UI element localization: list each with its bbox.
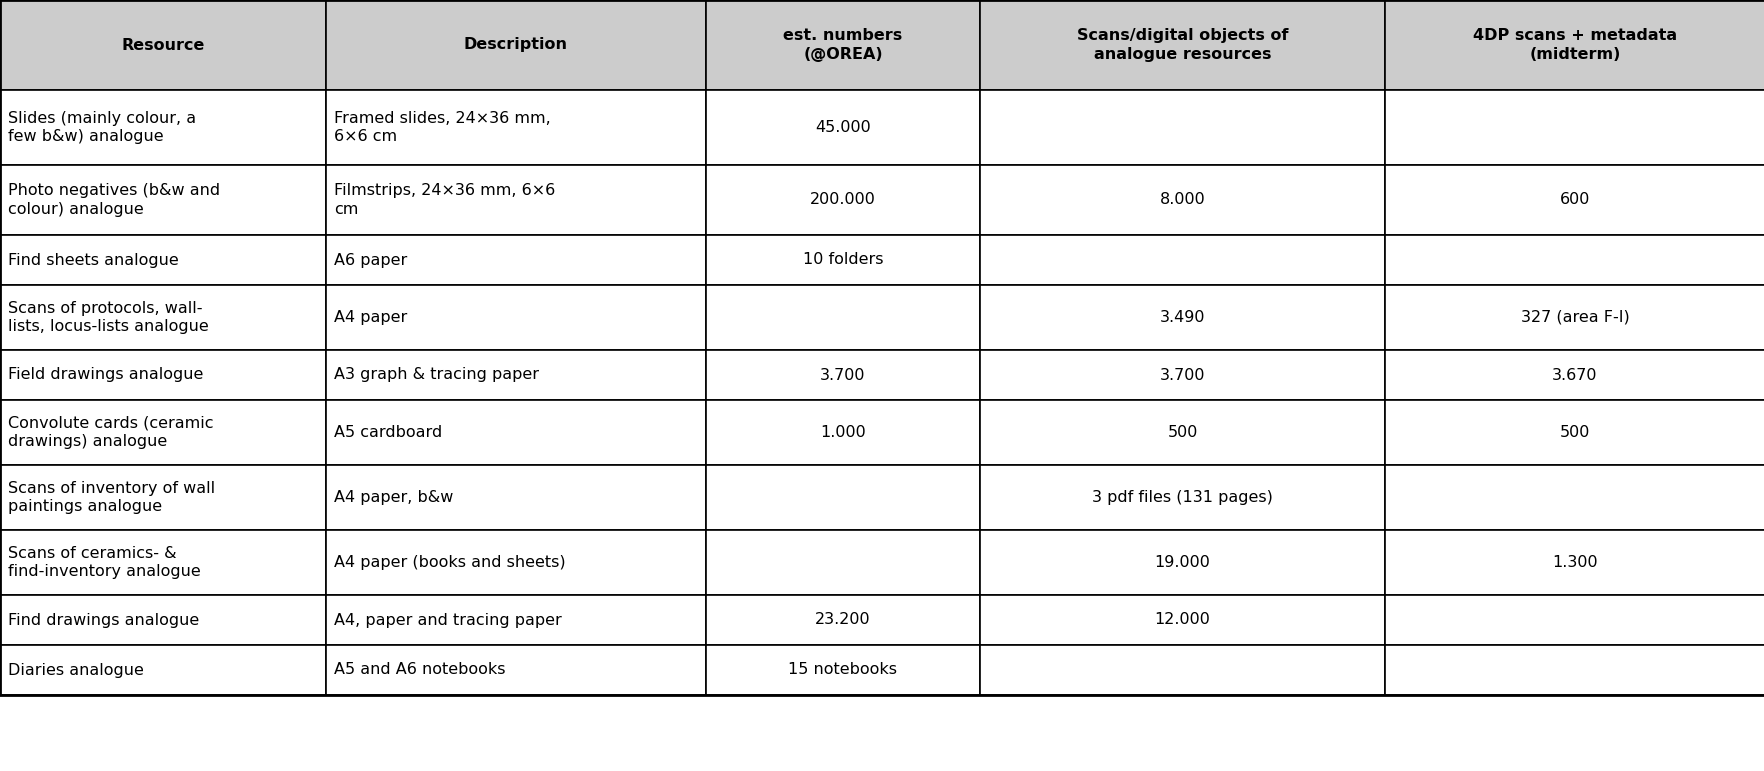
Bar [979, 465, 1385, 530]
Text: 1.300: 1.300 [1551, 555, 1596, 570]
Bar [0, 0, 326, 90]
Text: A6 paper: A6 paper [333, 252, 407, 268]
Bar [1385, 165, 1764, 235]
Text: Field drawings analogue: Field drawings analogue [9, 368, 203, 382]
Text: 8.000: 8.000 [1159, 193, 1205, 207]
Bar [1385, 645, 1764, 695]
Bar [0, 350, 326, 400]
Text: Framed slides, 24×36 mm,
6×6 cm: Framed slides, 24×36 mm, 6×6 cm [333, 111, 550, 144]
Bar [1385, 465, 1764, 530]
Bar [979, 400, 1385, 465]
Bar [1385, 530, 1764, 595]
Text: Resource: Resource [122, 38, 205, 52]
Text: 3.670: 3.670 [1551, 368, 1596, 382]
Text: est. numbers
(@OREA): est. numbers (@OREA) [783, 29, 901, 62]
Bar [0, 165, 326, 235]
Text: 200.000: 200.000 [810, 193, 875, 207]
Bar [979, 350, 1385, 400]
Text: Diaries analogue: Diaries analogue [9, 662, 145, 678]
Text: A5 and A6 notebooks: A5 and A6 notebooks [333, 662, 505, 678]
Bar [1385, 285, 1764, 350]
Text: 19.000: 19.000 [1154, 555, 1210, 570]
Bar [979, 235, 1385, 285]
Text: 3.700: 3.700 [820, 368, 866, 382]
Text: 23.200: 23.200 [815, 612, 870, 628]
Bar [1385, 235, 1764, 285]
Bar [326, 0, 706, 90]
Text: A4 paper (books and sheets): A4 paper (books and sheets) [333, 555, 564, 570]
Text: Scans/digital objects of
analogue resources: Scans/digital objects of analogue resour… [1076, 29, 1288, 62]
Text: 600: 600 [1559, 193, 1589, 207]
Text: Description: Description [464, 38, 568, 52]
Text: 3 pdf files (131 pages): 3 pdf files (131 pages) [1092, 490, 1272, 505]
Bar [1385, 90, 1764, 165]
Text: Find drawings analogue: Find drawings analogue [9, 612, 199, 628]
Bar [326, 645, 706, 695]
Bar [0, 90, 326, 165]
Bar [1385, 0, 1764, 90]
Bar [326, 165, 706, 235]
Bar [706, 595, 979, 645]
Bar [1385, 400, 1764, 465]
Bar [0, 400, 326, 465]
Text: A4 paper, b&w: A4 paper, b&w [333, 490, 453, 505]
Text: 15 notebooks: 15 notebooks [789, 662, 896, 678]
Bar [326, 235, 706, 285]
Text: Slides (mainly colour, a
few b&w) analogue: Slides (mainly colour, a few b&w) analog… [9, 111, 196, 144]
Bar [706, 465, 979, 530]
Bar [706, 350, 979, 400]
Bar [326, 285, 706, 350]
Bar [979, 530, 1385, 595]
Text: Filmstrips, 24×36 mm, 6×6
cm: Filmstrips, 24×36 mm, 6×6 cm [333, 183, 556, 217]
Text: Scans of inventory of wall
paintings analogue: Scans of inventory of wall paintings ana… [9, 480, 215, 514]
Text: A4 paper: A4 paper [333, 310, 407, 325]
Text: 3.490: 3.490 [1159, 310, 1205, 325]
Bar [706, 530, 979, 595]
Bar [326, 530, 706, 595]
Bar [979, 0, 1385, 90]
Bar [326, 90, 706, 165]
Bar [0, 595, 326, 645]
Bar [0, 645, 326, 695]
Text: Scans of ceramics- &
find-inventory analogue: Scans of ceramics- & find-inventory anal… [9, 546, 201, 579]
Text: 10 folders: 10 folders [803, 252, 882, 268]
Bar [979, 285, 1385, 350]
Text: 327 (area F-I): 327 (area F-I) [1521, 310, 1628, 325]
Bar [979, 645, 1385, 695]
Bar [706, 400, 979, 465]
Bar [326, 400, 706, 465]
Text: A5 cardboard: A5 cardboard [333, 425, 443, 440]
Bar [0, 235, 326, 285]
Bar [706, 285, 979, 350]
Text: A3 graph & tracing paper: A3 graph & tracing paper [333, 368, 538, 382]
Bar [706, 0, 979, 90]
Text: 45.000: 45.000 [815, 120, 870, 135]
Text: Scans of protocols, wall-
lists, locus-lists analogue: Scans of protocols, wall- lists, locus-l… [9, 301, 208, 335]
Bar [0, 465, 326, 530]
Text: Convolute cards (ceramic
drawings) analogue: Convolute cards (ceramic drawings) analo… [9, 416, 213, 449]
Bar [706, 645, 979, 695]
Bar [0, 285, 326, 350]
Bar [326, 595, 706, 645]
Bar [706, 90, 979, 165]
Bar [1385, 350, 1764, 400]
Text: 12.000: 12.000 [1154, 612, 1210, 628]
Text: 1.000: 1.000 [820, 425, 866, 440]
Text: 500: 500 [1559, 425, 1589, 440]
Text: 3.700: 3.700 [1159, 368, 1205, 382]
Text: 4DP scans + metadata
(midterm): 4DP scans + metadata (midterm) [1473, 29, 1676, 62]
Bar [706, 165, 979, 235]
Bar [979, 595, 1385, 645]
Bar [326, 465, 706, 530]
Bar [326, 350, 706, 400]
Text: 500: 500 [1166, 425, 1198, 440]
Text: A4, paper and tracing paper: A4, paper and tracing paper [333, 612, 561, 628]
Bar [979, 165, 1385, 235]
Text: Photo negatives (b&w and
colour) analogue: Photo negatives (b&w and colour) analogu… [9, 183, 220, 217]
Bar [979, 90, 1385, 165]
Bar [1385, 595, 1764, 645]
Bar [0, 530, 326, 595]
Text: Find sheets analogue: Find sheets analogue [9, 252, 178, 268]
Bar [706, 235, 979, 285]
